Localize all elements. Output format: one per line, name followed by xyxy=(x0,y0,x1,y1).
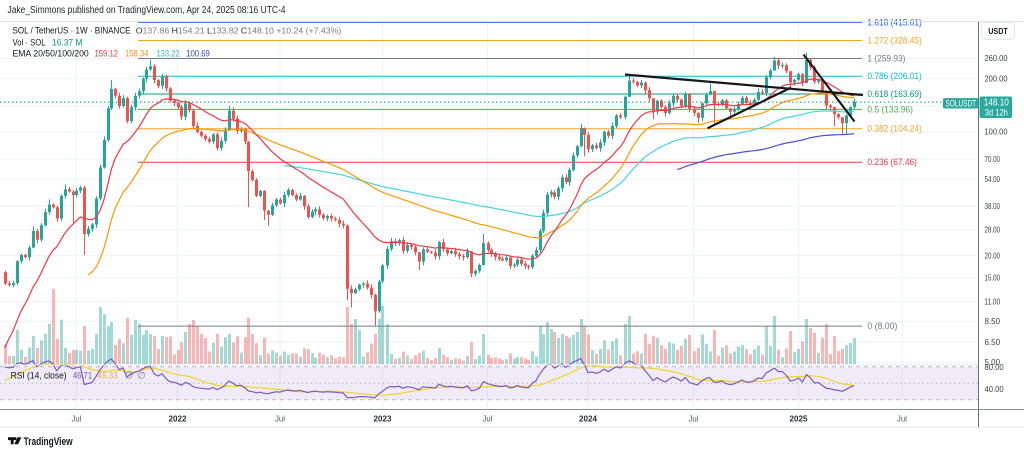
svg-text:0.618 (163.69): 0.618 (163.69) xyxy=(867,89,921,99)
svg-text:O137.86 H154.21 L133.82 C148.1: O137.86 H154.21 L133.82 C148.10 +10.24 (… xyxy=(136,26,342,36)
svg-text:EMA 20/50/100/200: EMA 20/50/100/200 xyxy=(13,49,89,60)
svg-text:133.22: 133.22 xyxy=(156,49,180,59)
svg-text:∅: ∅ xyxy=(125,371,133,382)
svg-text:46.71: 46.71 xyxy=(73,371,92,381)
svg-text:0 (8.00): 0 (8.00) xyxy=(867,321,897,331)
svg-text:Jake_Simmons published on Trad: Jake_Simmons published on TradingView.co… xyxy=(8,5,286,16)
svg-text:70.00: 70.00 xyxy=(985,155,1001,164)
svg-text:15.00: 15.00 xyxy=(985,274,1001,283)
svg-text:0.382 (104.24): 0.382 (104.24) xyxy=(867,124,921,134)
svg-text:RSI (14, close): RSI (14, close) xyxy=(11,371,67,381)
svg-text:2023: 2023 xyxy=(374,414,392,424)
svg-text:∅: ∅ xyxy=(137,371,145,382)
svg-text:38.00: 38.00 xyxy=(985,202,1001,211)
svg-text:2025: 2025 xyxy=(790,414,808,424)
svg-text:80.00: 80.00 xyxy=(985,363,1005,372)
svg-text:SOLUSDT: SOLUSDT xyxy=(946,98,977,108)
svg-text:260.00: 260.00 xyxy=(985,54,1009,63)
svg-text:16.37 M: 16.37 M xyxy=(52,37,83,48)
svg-text:3d 12h: 3d 12h xyxy=(985,107,1008,117)
svg-text:0.5 (133.96): 0.5 (133.96) xyxy=(867,104,913,114)
svg-text:6.50: 6.50 xyxy=(985,338,1001,347)
svg-text:Jul: Jul xyxy=(275,414,285,424)
svg-text:2022: 2022 xyxy=(169,414,187,424)
svg-text:159.12: 159.12 xyxy=(95,49,119,59)
svg-text:40.00: 40.00 xyxy=(985,385,1005,394)
svg-text:20.00: 20.00 xyxy=(985,251,1001,260)
svg-text:100.00: 100.00 xyxy=(985,128,1009,137)
svg-text:Jul: Jul xyxy=(897,414,907,424)
svg-text:8.50: 8.50 xyxy=(985,317,1001,326)
svg-text:USDT: USDT xyxy=(988,26,1008,36)
svg-text:54.00: 54.00 xyxy=(985,175,1001,184)
svg-text:1.272 (328.45): 1.272 (328.45) xyxy=(867,35,921,45)
svg-text:11.00: 11.00 xyxy=(985,297,1001,306)
svg-text:Jul: Jul xyxy=(689,414,699,424)
svg-text:100.69: 100.69 xyxy=(186,49,210,59)
svg-text:1 (259.93): 1 (259.93) xyxy=(867,53,905,63)
svg-text:158.34: 158.34 xyxy=(125,49,149,59)
svg-text:200.00: 200.00 xyxy=(985,74,1009,83)
svg-text:TradingView: TradingView xyxy=(24,436,73,448)
svg-text:148.10: 148.10 xyxy=(984,97,1010,108)
svg-text:5.00: 5.00 xyxy=(985,358,1001,367)
svg-text:1.618 (415.61): 1.618 (415.61) xyxy=(867,17,921,27)
svg-text:28.00: 28.00 xyxy=(985,226,1001,235)
svg-text:Jul: Jul xyxy=(483,414,493,424)
svg-text:45.33: 45.33 xyxy=(98,371,118,381)
svg-text:SOL / TetherUS · 1W · BINANCE: SOL / TetherUS · 1W · BINANCE xyxy=(13,26,131,37)
svg-text:2024: 2024 xyxy=(579,414,597,424)
svg-text:Jul: Jul xyxy=(72,414,82,424)
svg-text:Vol · SOL: Vol · SOL xyxy=(13,37,46,48)
svg-text:0.786 (206.01): 0.786 (206.01) xyxy=(867,71,921,81)
svg-text:0.236 (67.46): 0.236 (67.46) xyxy=(867,157,917,167)
